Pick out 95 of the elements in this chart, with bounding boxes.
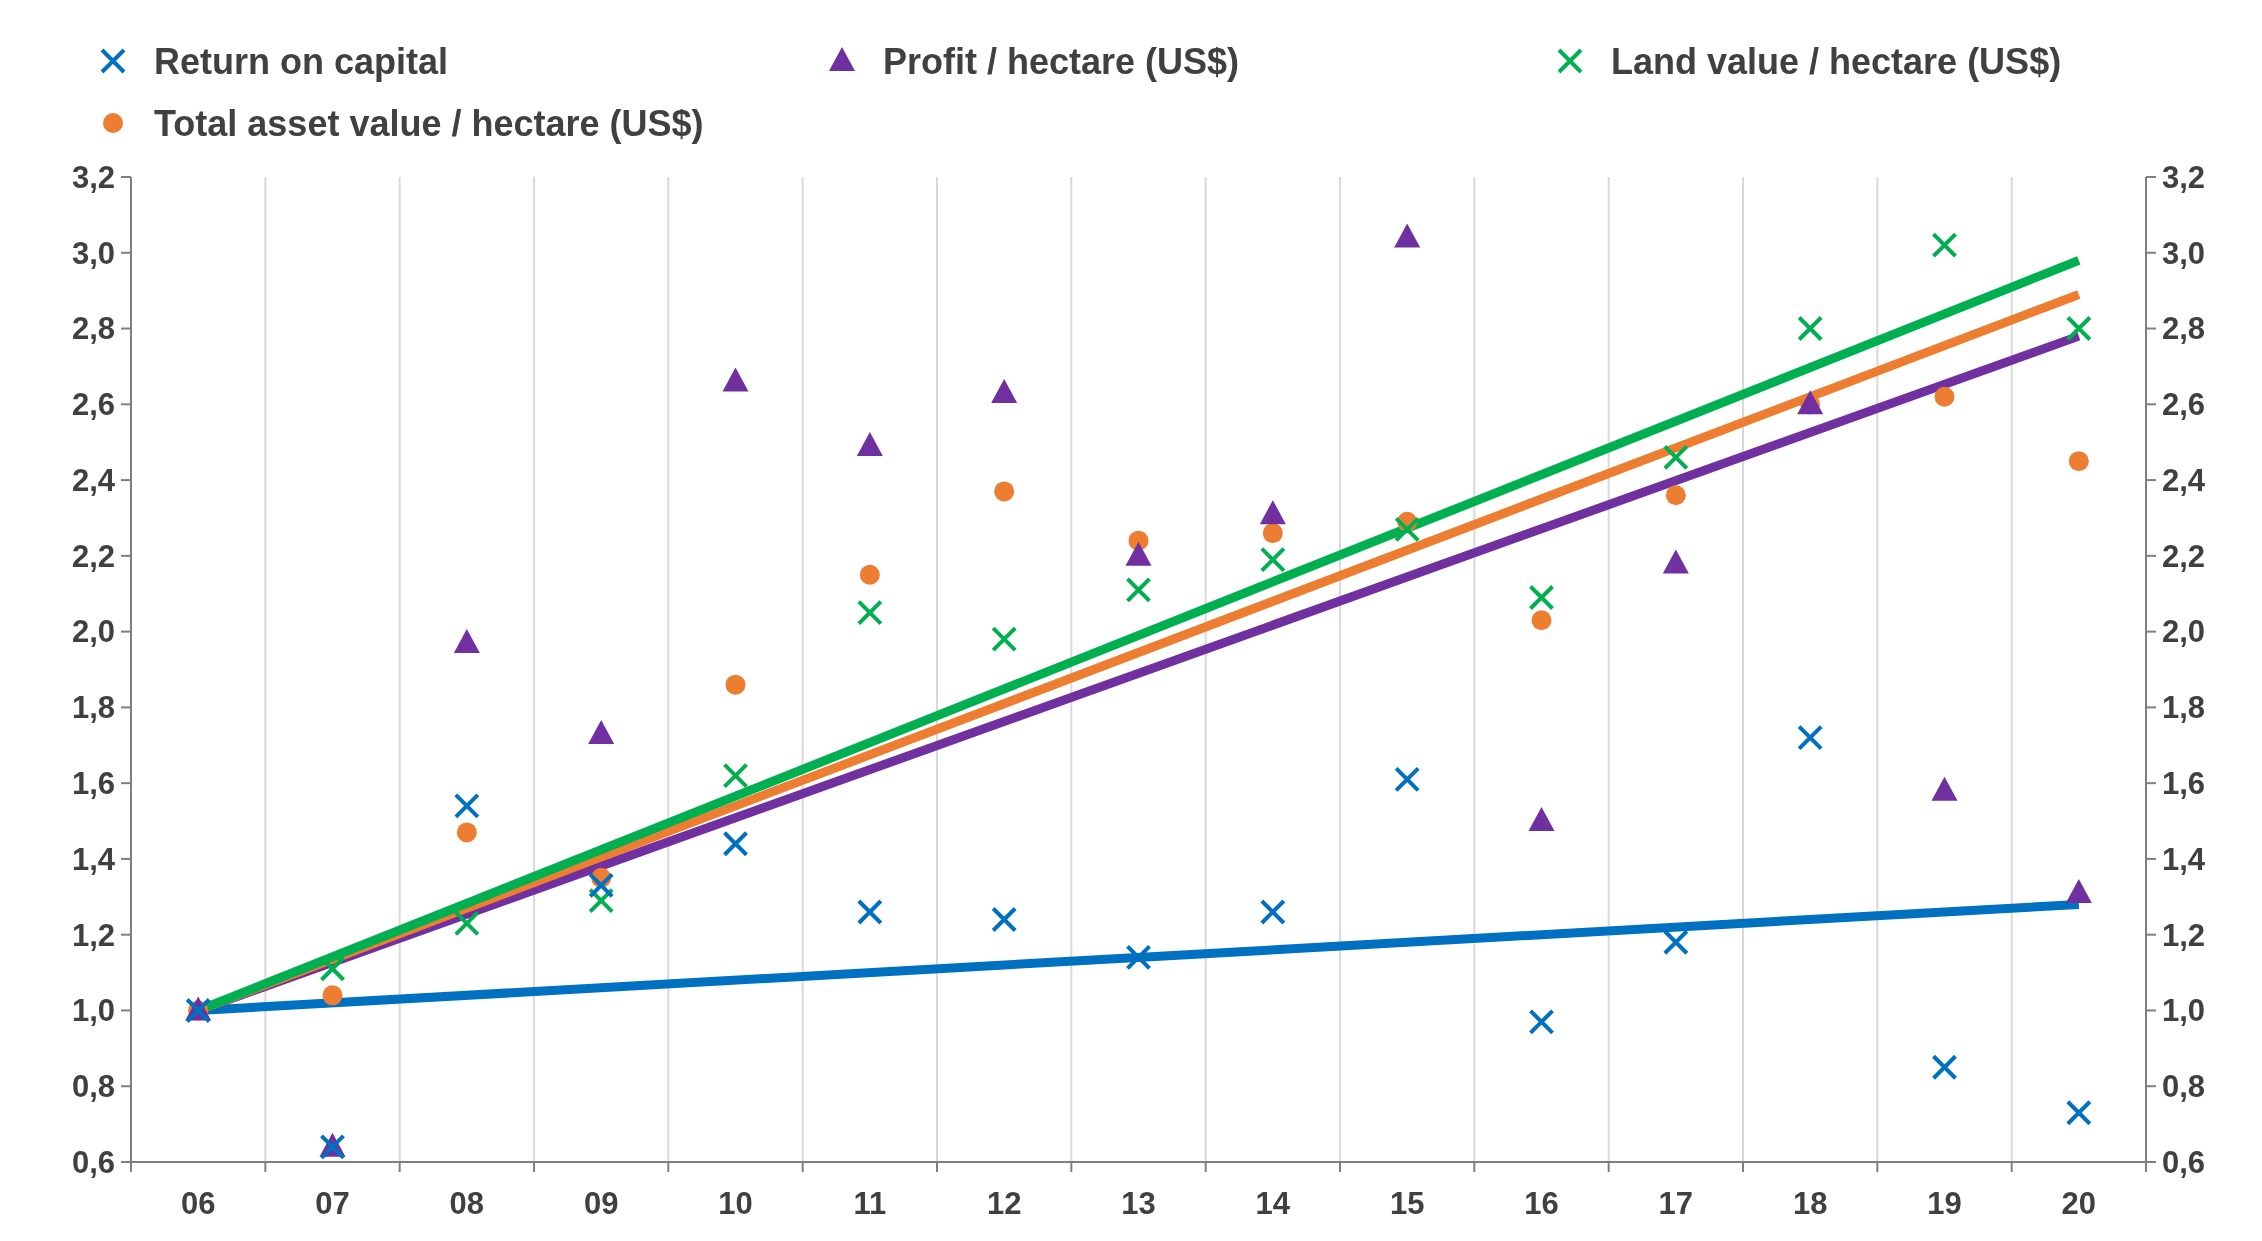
point — [725, 674, 746, 695]
point — [453, 910, 480, 937]
point — [1528, 1008, 1555, 1035]
point — [991, 626, 1018, 653]
point — [1394, 516, 1421, 543]
x-tick-label: 18 — [1792, 1186, 1828, 1221]
point — [722, 762, 749, 789]
x-tick-label: 15 — [1389, 1186, 1425, 1221]
y-tick-label: 2,2 — [71, 538, 115, 574]
x-tick-label: 11 — [853, 1186, 887, 1221]
point — [453, 628, 480, 653]
y2-tick-label: 2,0 — [2162, 614, 2206, 650]
point — [453, 792, 480, 819]
y2-tick-label: 1,8 — [2162, 690, 2206, 726]
x-tick-label: 14 — [1255, 1186, 1291, 1221]
x-tick-label: 12 — [986, 1186, 1022, 1221]
point — [1262, 523, 1283, 544]
point — [1125, 576, 1152, 603]
point — [1528, 584, 1555, 611]
point — [991, 378, 1018, 403]
x-tick-label: 08 — [449, 1186, 485, 1221]
x-tick-label: 06 — [180, 1186, 216, 1221]
legend-label: Profit / hectare (US$) — [883, 40, 1240, 82]
x-tick-label: 17 — [1658, 1186, 1694, 1221]
point — [1797, 315, 1824, 342]
y-tick-label: 1,8 — [71, 690, 115, 726]
y-tick-label: 1,6 — [71, 766, 115, 801]
y2-tick-label: 1,0 — [2162, 993, 2206, 1029]
x-tick-label: 19 — [1927, 1186, 1962, 1221]
y2-tick-label: 3,2 — [2162, 159, 2206, 195]
point — [319, 955, 346, 982]
point — [1394, 766, 1421, 793]
point — [1931, 776, 1958, 801]
point — [994, 481, 1015, 502]
point — [1662, 929, 1689, 956]
point — [1662, 444, 1689, 471]
y-tick-label: 1,2 — [71, 917, 115, 953]
point — [1665, 485, 1686, 506]
y2-tick-label: 2,8 — [2162, 311, 2206, 347]
x-tick-label: 09 — [583, 1186, 619, 1221]
y-tick-label: 2,4 — [71, 462, 116, 498]
y-tick-label: 3,0 — [71, 235, 115, 271]
point — [856, 599, 883, 626]
point — [1931, 232, 1958, 259]
y-tick-label: 2,8 — [71, 311, 115, 347]
x-tick-label: 10 — [718, 1186, 753, 1221]
point — [1662, 549, 1689, 574]
y2-tick-label: 1,6 — [2162, 766, 2206, 801]
point — [1531, 610, 1552, 631]
y-tick-label: 1,0 — [71, 993, 115, 1029]
y2-tick-label: 2,6 — [2162, 387, 2206, 423]
x-tick-label: 07 — [315, 1186, 350, 1221]
point — [991, 906, 1018, 933]
point — [2065, 315, 2092, 342]
legend-label: Land value / hectare (US$) — [1611, 40, 2062, 82]
point — [1125, 541, 1152, 566]
point — [1259, 898, 1286, 925]
y2-tick-label: 1,2 — [2162, 917, 2206, 953]
y2-tick-label: 2,2 — [2162, 538, 2206, 574]
y2-tick-label: 0,6 — [2162, 1144, 2206, 1180]
y2-tick-label: 2,4 — [2162, 462, 2206, 498]
y-tick-label: 2,0 — [71, 614, 115, 650]
y-tick-label: 2,6 — [71, 387, 115, 423]
y2-tick-label: 0,8 — [2162, 1069, 2206, 1105]
y-tick-label: 0,8 — [71, 1069, 115, 1105]
point — [322, 985, 343, 1006]
legend-label: Return on capital — [154, 40, 449, 82]
point — [2068, 451, 2089, 472]
point — [1528, 807, 1555, 832]
point — [1934, 386, 1955, 407]
y-tick-label: 1,4 — [71, 841, 116, 877]
point — [1394, 223, 1421, 248]
point — [1259, 500, 1286, 525]
y-tick-label: 0,6 — [71, 1144, 115, 1180]
point — [1797, 724, 1824, 751]
point — [2065, 879, 2092, 904]
point — [1931, 1054, 1958, 1081]
y2-tick-label: 3,0 — [2162, 235, 2206, 271]
point — [588, 872, 615, 899]
point — [1125, 944, 1152, 971]
x-tick-label: 20 — [2061, 1186, 2097, 1221]
point — [722, 367, 749, 392]
y-tick-label: 3,2 — [71, 159, 115, 195]
point — [588, 719, 615, 744]
point — [722, 830, 749, 857]
point — [1259, 546, 1286, 573]
point — [456, 822, 477, 843]
legend-label: Total asset value / hectare (US$) — [154, 102, 704, 144]
y2-tick-label: 1,4 — [2162, 841, 2206, 877]
point — [856, 431, 883, 456]
point — [2065, 1099, 2092, 1126]
x-tick-label: 13 — [1121, 1186, 1156, 1221]
point — [856, 898, 883, 925]
point — [859, 564, 880, 585]
x-tick-label: 16 — [1524, 1186, 1559, 1221]
